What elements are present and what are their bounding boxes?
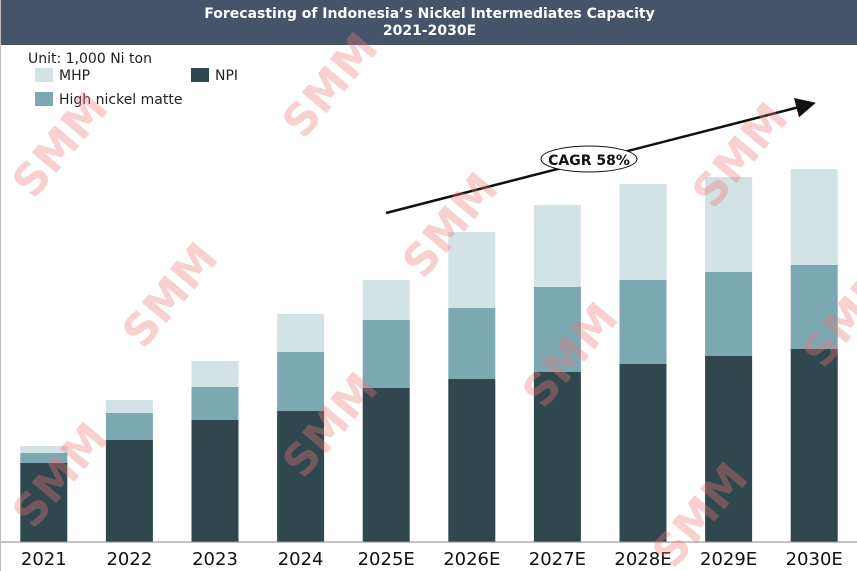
x-tick-label: 2029E [700, 549, 757, 570]
legend-item-high-nickel-matte: High nickel matte [35, 92, 182, 108]
bar-npi-2024 [277, 411, 325, 542]
unit-label: Unit: 1,000 Ni ton [28, 51, 152, 67]
bar-npi-2022 [105, 440, 153, 542]
bar-mhp-2021 [20, 446, 68, 453]
bar-high-nickel-matte-2022 [105, 413, 153, 440]
bar-mhp-2022 [105, 400, 153, 413]
bar-npi-2028E [619, 364, 667, 542]
bar-mhp-2025E [362, 280, 410, 320]
bar-npi-2021 [20, 463, 68, 542]
x-tick-label: 2027E [529, 549, 586, 570]
x-tick-label: 2026E [443, 549, 500, 570]
bar-high-nickel-matte-2028E [619, 280, 667, 364]
x-tick-label: 2028E [614, 549, 671, 570]
legend-item-mhp: MHP [35, 68, 90, 84]
x-tick-label: 2024 [278, 549, 324, 570]
bar-high-nickel-matte-2025E [362, 320, 410, 388]
legend-item-npi: NPI [191, 68, 238, 84]
bar-mhp-2027E [533, 205, 581, 287]
legend-label-mhp: MHP [59, 68, 91, 84]
bar-mhp-2028E [619, 184, 667, 280]
bar-high-nickel-matte-2021 [20, 453, 68, 463]
legend-swatch-high-nickel-matte [35, 92, 53, 106]
bar-mhp-2023 [191, 361, 239, 387]
bar-mhp-2024 [277, 314, 325, 352]
legend-label-npi: NPI [215, 68, 239, 84]
bar-high-nickel-matte-2024 [277, 352, 325, 411]
bar-npi-2027E [533, 372, 581, 542]
bar-high-nickel-matte-2027E [533, 287, 581, 372]
chart-title-bar: Forecasting of Indonesia’s Nickel Interm… [1, 0, 857, 45]
x-tick-label: 2021 [21, 549, 67, 570]
bar-high-nickel-matte-2023 [191, 387, 239, 420]
bar-mhp-2029E [705, 177, 753, 272]
cagr-label-ellipse [540, 145, 638, 173]
bar-npi-2030E [790, 349, 838, 542]
bar-mhp-2030E [790, 169, 838, 265]
bar-npi-2025E [362, 388, 410, 542]
x-tick-label: 2025E [358, 549, 415, 570]
bar-high-nickel-matte-2026E [448, 308, 496, 379]
bar-high-nickel-matte-2029E [705, 272, 753, 356]
chart-title: Forecasting of Indonesia’s Nickel Interm… [204, 6, 655, 22]
bar-npi-2026E [448, 379, 496, 542]
legend-swatch-npi [191, 68, 209, 82]
x-tick-label: 2023 [192, 549, 238, 570]
bar-npi-2029E [705, 356, 753, 542]
legend-label-high-nickel-matte: High nickel matte [59, 92, 183, 108]
legend-swatch-mhp [35, 68, 53, 82]
bar-high-nickel-matte-2030E [790, 265, 838, 349]
chart-subtitle: 2021-2030E [382, 23, 477, 39]
cagr-label: CAGR 58% [548, 153, 630, 169]
bar-mhp-2026E [448, 232, 496, 308]
x-tick-label: 2030E [786, 549, 843, 570]
bar-npi-2023 [191, 420, 239, 542]
x-tick-label: 2022 [106, 549, 152, 570]
